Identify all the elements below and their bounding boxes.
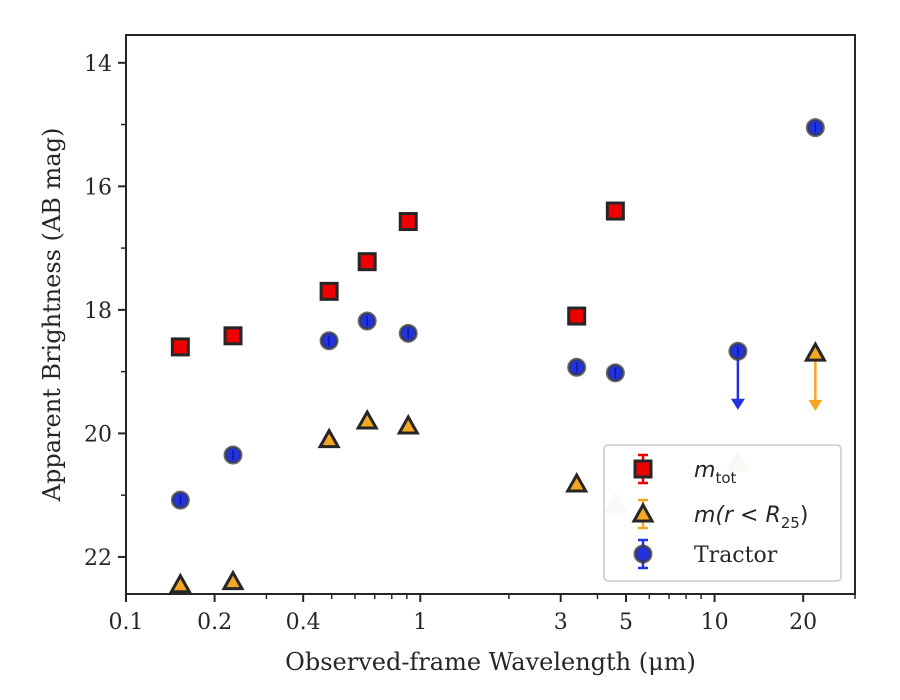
y-tick-label: 20 — [84, 422, 112, 447]
mtot-point — [223, 326, 243, 346]
x-tick-label: 3 — [554, 610, 568, 635]
y-tick-label: 16 — [84, 175, 112, 200]
legend: mtot m(r < R25) Tractor — [603, 444, 842, 582]
mr25-point — [803, 341, 827, 362]
mtot-point — [398, 212, 418, 232]
mr25-point — [355, 408, 379, 430]
legend-label: m(r < R25) — [694, 503, 808, 532]
mr25-point — [221, 569, 245, 591]
mr25-point — [168, 572, 192, 594]
x-tick-label: 0.4 — [286, 610, 321, 635]
y-axis-label: Apparent Brightness (AB mag) — [38, 128, 66, 503]
x-tick-label: 0.1 — [109, 610, 144, 635]
data-points — [168, 118, 827, 594]
mtot-point — [357, 252, 377, 272]
x-tick-label: 1 — [413, 610, 427, 635]
mtot-point — [170, 337, 190, 357]
mr25-upper-limit-arrow-head — [808, 399, 823, 411]
legend-label: Tractor — [694, 543, 778, 568]
legend-label: mtot — [694, 458, 736, 487]
mtot-point — [567, 306, 587, 326]
legend-marker — [631, 501, 655, 523]
mr25-point — [396, 413, 420, 435]
y-axis-ticks: 14 16 18 20 22 — [84, 52, 126, 571]
x-axis-ticks: 0.1 0.2 0.4 1 3 5 10 20 — [109, 594, 856, 635]
x-axis-label: Observed-frame Wavelength (μm) — [285, 648, 696, 676]
x-tick-label: 20 — [789, 610, 817, 635]
x-tick-label: 0.2 — [197, 610, 232, 635]
mr25-point — [317, 427, 341, 449]
mr25-point — [565, 471, 589, 493]
x-tick-label: 10 — [701, 610, 729, 635]
x-tick-label: 5 — [619, 610, 633, 635]
mtot-point — [605, 201, 625, 221]
legend-marker — [633, 459, 653, 479]
y-tick-label: 14 — [84, 52, 112, 77]
plot-frame — [125, 34, 856, 595]
y-tick-label: 22 — [84, 546, 112, 571]
mtot-point — [319, 281, 339, 301]
y-tick-label: 18 — [84, 299, 112, 324]
tractor-upper-limit-arrow-head — [730, 398, 745, 410]
legend-marker — [633, 544, 653, 564]
legend-box — [603, 444, 842, 582]
